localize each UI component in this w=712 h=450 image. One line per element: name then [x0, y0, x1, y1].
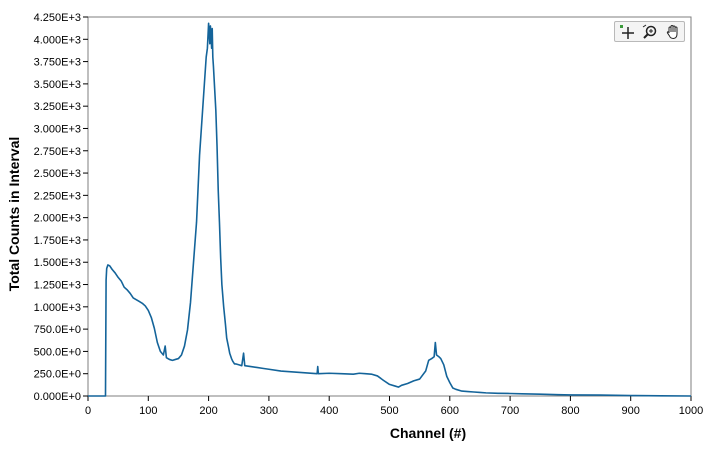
zoom-icon[interactable] [640, 23, 660, 41]
x-tick-label: 700 [501, 405, 519, 417]
x-tick-label: 200 [199, 405, 217, 417]
x-tick-label: 800 [561, 405, 579, 417]
graph-palette [614, 21, 685, 42]
x-tick-label: 300 [260, 405, 278, 417]
pan-hand-icon[interactable] [663, 23, 683, 41]
y-tick-label: 500.0E+0 [34, 346, 81, 358]
y-tick-label: 250.0E+0 [34, 369, 81, 381]
series-line [88, 22, 692, 397]
x-tick-label: 500 [380, 405, 398, 417]
y-tick-label: 4.250E+3 [34, 12, 81, 24]
x-axis-title: Channel (#) [390, 425, 466, 441]
x-tick-label: 900 [622, 405, 640, 417]
x-tick-label: 100 [139, 405, 157, 417]
y-tick-label: 4.000E+3 [34, 34, 81, 46]
y-tick-label: 2.500E+3 [34, 168, 81, 180]
x-tick-label: 0 [85, 405, 91, 417]
y-tick-label: 0.000E+0 [34, 391, 81, 403]
y-tick-label: 2.000E+3 [34, 213, 81, 225]
x-tick-label: 600 [441, 405, 459, 417]
plot-area[interactable] [87, 16, 692, 397]
y-tick-label: 1.000E+3 [34, 302, 81, 314]
cursor-move-icon[interactable] [617, 23, 637, 41]
y-tick-label: 2.750E+3 [34, 146, 81, 158]
y-tick-label: 1.500E+3 [34, 257, 81, 269]
x-tick-label: 400 [320, 405, 338, 417]
y-tick-label: 3.500E+3 [34, 79, 81, 91]
y-tick-label: 1.750E+3 [34, 235, 81, 247]
y-tick-label: 750.0E+0 [34, 324, 81, 336]
y-tick-label: 1.250E+3 [34, 280, 81, 292]
x-tick-label: 1000 [679, 405, 703, 417]
x-axis: 0 100 200 300 400 500 600 700 800 900 1000 [85, 396, 703, 417]
y-tick-label: 3.000E+3 [34, 123, 81, 135]
y-tick-label: 3.250E+3 [34, 101, 81, 113]
y-axis-title: Total Counts in Interval [6, 137, 22, 292]
y-axis: 0.000E+0 250.0E+0 500.0E+0 750.0E+0 1.000E+3… [34, 12, 88, 403]
y-tick-label: 2.250E+3 [34, 190, 81, 202]
y-tick-label: 3.750E+3 [34, 57, 81, 69]
